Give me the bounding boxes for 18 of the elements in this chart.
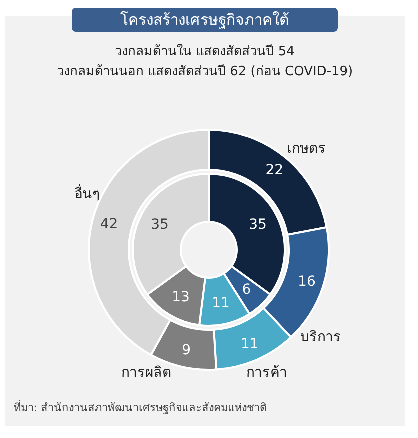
slice-label: อื่นๆ — [74, 184, 100, 203]
data-label: 6 — [242, 282, 252, 298]
slice-label: การผลิต — [121, 365, 172, 382]
slice-label: บริการ — [300, 330, 342, 346]
data-label: 11 — [240, 336, 259, 353]
chart-title: โครงสร้างเศรษฐกิจภาคใต้ — [120, 11, 290, 29]
data-label: 13 — [172, 289, 190, 306]
slice-label: เกษตร — [286, 140, 326, 157]
data-label: 11 — [212, 296, 230, 312]
data-label: 22 — [266, 162, 284, 179]
data-label: 42 — [100, 216, 118, 232]
chart-subtitle: วงกลมด้านใน แสดงสัดส่วนปี 54 วงกลมด้านนอก แสดงสัดส่วนปี 62 (ก่อน COVID-19) — [56, 44, 354, 80]
data-label: 35 — [151, 217, 169, 234]
data-label: 35 — [249, 217, 267, 234]
data-label: 16 — [298, 274, 316, 290]
text: ที่มา: สำนักงานสภาพัฒนาเศรษฐกิจและสังคมแห่งชาติ — [14, 400, 268, 414]
data-label: 9 — [182, 342, 191, 359]
slice-label: การค้า — [246, 365, 288, 382]
